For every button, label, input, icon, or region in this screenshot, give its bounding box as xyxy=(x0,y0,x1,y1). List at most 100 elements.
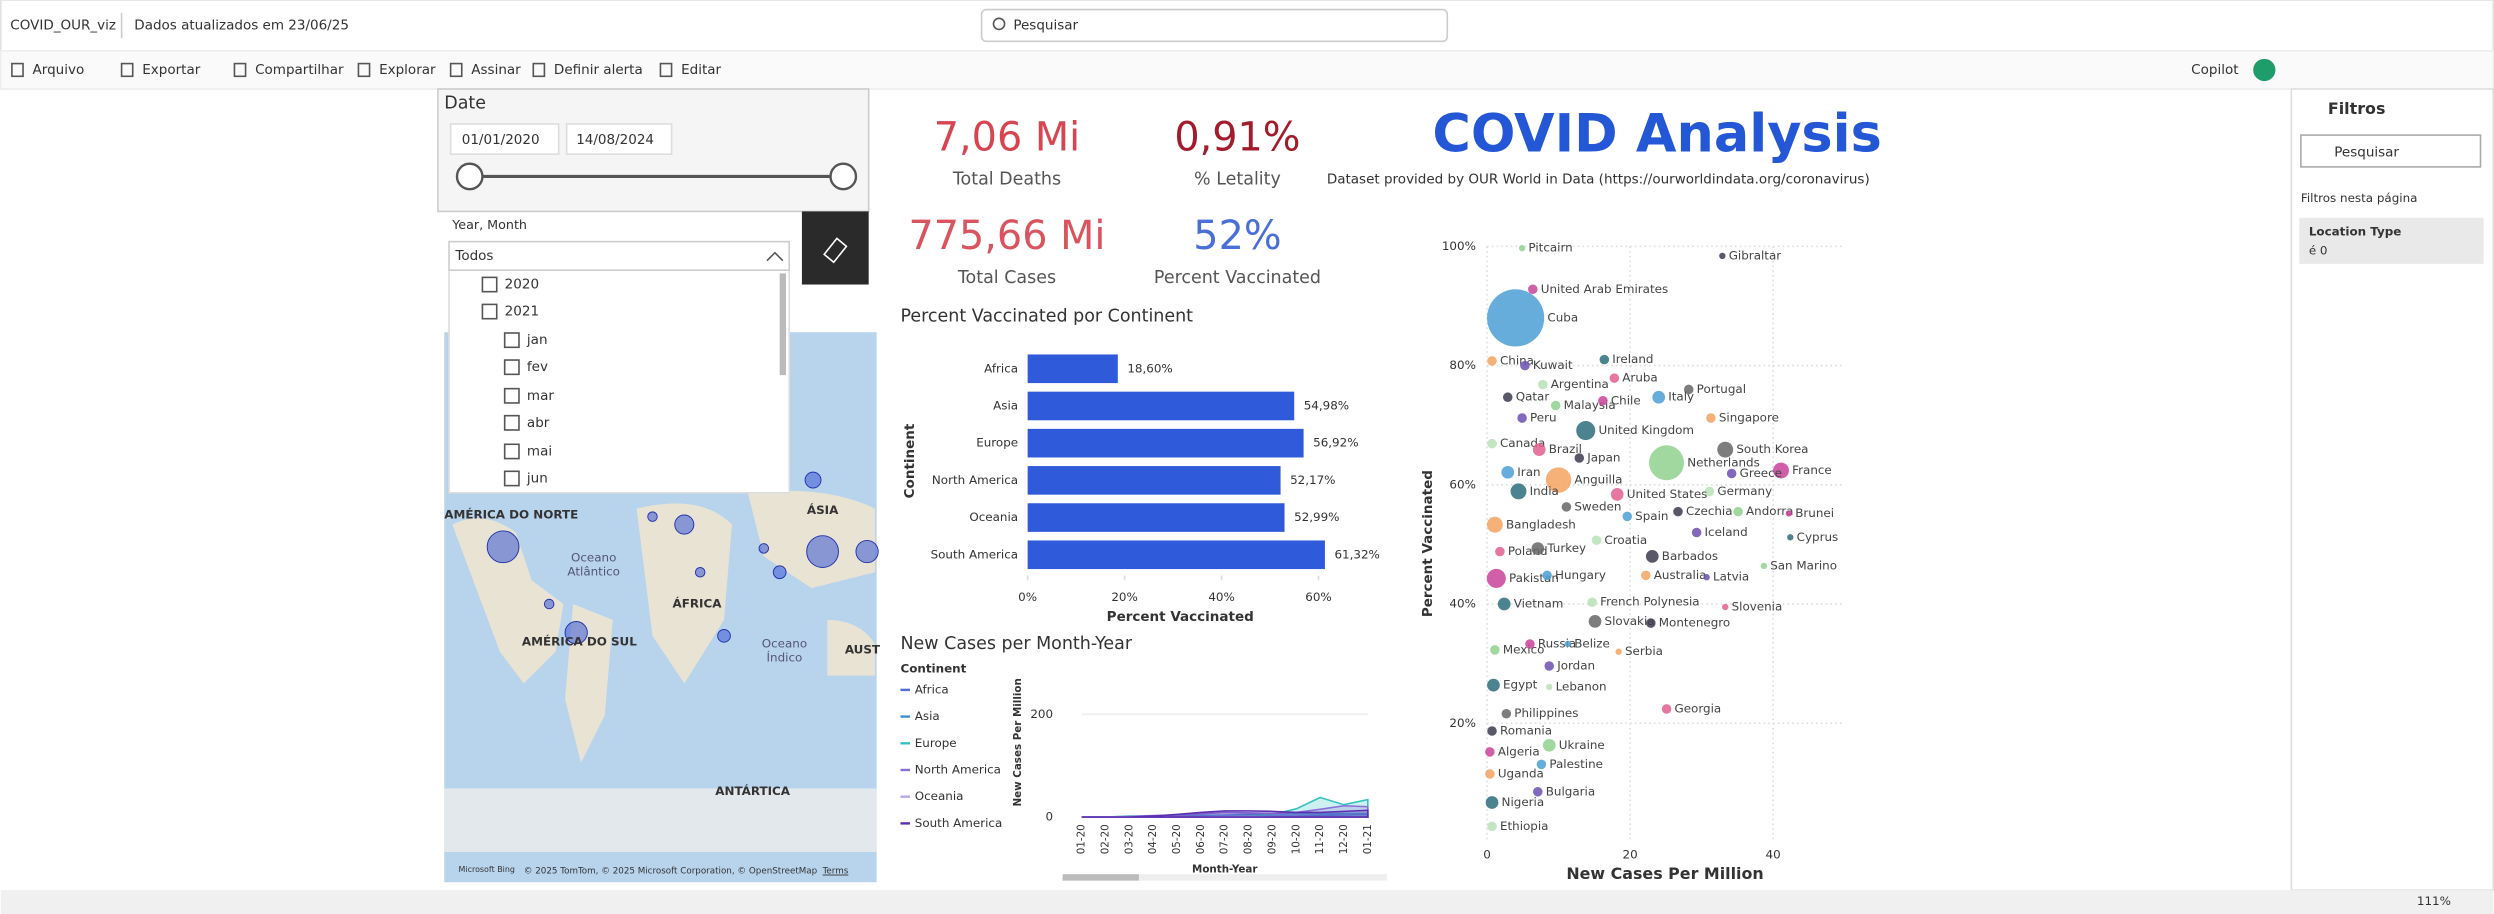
toolbar-item[interactable]: Exportar xyxy=(142,62,200,78)
point-label: Iceland xyxy=(1705,525,1748,539)
point xyxy=(1501,708,1512,719)
copilot-status[interactable] xyxy=(2253,58,2276,82)
toolbar-item[interactable]: Arquivo xyxy=(33,62,85,78)
slicer-item[interactable]: abr xyxy=(527,415,550,431)
map-bubble xyxy=(772,565,787,580)
y-tick-label: 80% xyxy=(1449,358,1475,372)
updated[interactable]: Dados atualizados em 23/06/25 xyxy=(134,17,349,33)
report-title: COVID Analysis xyxy=(1432,103,1881,164)
point-label: Kuwait xyxy=(1533,358,1573,372)
map-terms[interactable]: Terms xyxy=(822,867,849,877)
data-label: 18,60% xyxy=(1127,361,1172,375)
slicer-item[interactable]: fev xyxy=(527,359,548,375)
checkbox[interactable] xyxy=(503,414,520,431)
point xyxy=(1564,640,1572,648)
bar xyxy=(1027,503,1285,532)
app-name[interactable]: COVID_OUR_viz xyxy=(10,17,116,33)
point xyxy=(1719,252,1726,260)
point-label: Cyprus xyxy=(1797,530,1839,544)
toolbar-item[interactable]: Editar xyxy=(681,62,721,78)
date-end-box[interactable] xyxy=(565,123,673,155)
data-label: 54,98% xyxy=(1304,398,1349,412)
toolbar-icon xyxy=(357,62,371,78)
point-label: Turkey xyxy=(1546,541,1586,555)
point xyxy=(1501,465,1515,479)
x-tick-label: 06-20 xyxy=(1195,824,1207,854)
point xyxy=(1485,796,1499,809)
slicer-item[interactable]: mai xyxy=(527,443,552,459)
slicer-item[interactable]: jan xyxy=(526,332,548,348)
point xyxy=(1574,453,1585,463)
point xyxy=(1760,562,1768,570)
slider-handle[interactable] xyxy=(455,162,484,191)
checkbox[interactable] xyxy=(481,276,498,293)
slicer-item[interactable]: 2021 xyxy=(505,304,539,320)
point xyxy=(1533,787,1543,797)
map-bubble xyxy=(674,514,695,535)
data-label: 56,92% xyxy=(1313,436,1358,450)
map-label: Oceano xyxy=(762,636,807,650)
point-label: Uganda xyxy=(1498,766,1544,780)
point-label: United Arab Emirates xyxy=(1541,282,1668,296)
eraser-button[interactable] xyxy=(801,211,869,285)
map-bubble xyxy=(717,628,731,643)
filter-card[interactable] xyxy=(2299,217,2484,264)
slicer-item[interactable]: jun xyxy=(526,470,548,486)
legend-label: Africa xyxy=(915,682,949,696)
scrollbar xyxy=(1062,874,1387,881)
point-label: United Kingdom xyxy=(1598,423,1694,437)
checkbox[interactable] xyxy=(503,359,520,376)
checkbox[interactable] xyxy=(503,443,520,460)
month-selected[interactable]: Todos xyxy=(454,248,493,264)
point-label: Brazil xyxy=(1549,442,1582,456)
date-start[interactable]: 01/01/2020 xyxy=(462,132,540,148)
point xyxy=(1497,597,1511,611)
checkbox[interactable] xyxy=(503,387,520,404)
date-end[interactable]: 14/08/2024 xyxy=(576,132,654,148)
point-label: Belize xyxy=(1574,636,1610,650)
filter-search[interactable] xyxy=(2300,134,2482,168)
point xyxy=(1490,645,1500,655)
point xyxy=(1495,546,1505,557)
toolbar-item[interactable]: Assinar xyxy=(471,62,521,78)
checkbox[interactable] xyxy=(481,303,498,320)
bar xyxy=(1027,466,1281,495)
search-box[interactable] xyxy=(980,8,1449,43)
slicer-item[interactable]: mar xyxy=(527,388,554,404)
point-label: San Marino xyxy=(1770,558,1837,572)
scrollbar-thumb[interactable] xyxy=(1062,874,1139,881)
zoom[interactable]: 111% xyxy=(2417,894,2451,908)
copilot[interactable]: Copilot xyxy=(2191,62,2238,78)
point xyxy=(1598,396,1608,406)
date-start-box[interactable] xyxy=(449,123,560,155)
point-label: Ukraine xyxy=(1559,738,1605,752)
y-axis-label: New Cases Per Million xyxy=(1012,678,1024,806)
toolbar-icon xyxy=(11,62,24,78)
point-label: Qatar xyxy=(1516,390,1550,404)
point xyxy=(1622,511,1632,522)
kpi-value: 0,91% xyxy=(1174,114,1300,160)
slider-handle[interactable] xyxy=(829,162,858,191)
point-label: Sweden xyxy=(1574,499,1621,513)
toolbar-item[interactable]: Definir alerta xyxy=(554,62,643,78)
toolbar-item[interactable]: Explorar xyxy=(379,62,436,78)
point-label: Japan xyxy=(1586,450,1620,464)
point xyxy=(1610,487,1624,501)
point xyxy=(1609,373,1620,383)
filter-section: Filtros nesta página xyxy=(2301,191,2418,205)
checkbox[interactable] xyxy=(503,332,520,349)
slicer-item[interactable]: 2020 xyxy=(505,277,539,293)
point-label: Slovakia xyxy=(1605,614,1655,628)
map-bubble xyxy=(486,530,520,564)
toolbar-icon xyxy=(449,62,463,78)
month-dropdown[interactable] xyxy=(448,240,790,272)
point-label: Slovenia xyxy=(1732,600,1783,614)
toolbar-item[interactable]: Compartilhar xyxy=(255,62,344,78)
point-label: Netherlands xyxy=(1687,455,1760,469)
kpi-label: Total Deaths xyxy=(952,170,1061,190)
toolbar-icon xyxy=(120,62,134,78)
antarctica xyxy=(444,788,877,853)
x-tick-label: 0% xyxy=(1018,590,1037,604)
kpi-label: Percent Vaccinated xyxy=(1154,268,1321,288)
checkbox[interactable] xyxy=(503,470,520,487)
